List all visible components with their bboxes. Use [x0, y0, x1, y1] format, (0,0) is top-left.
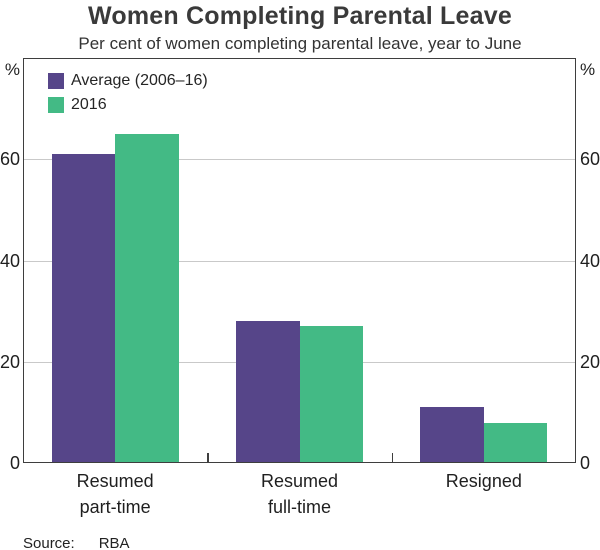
source-value: RBA — [98, 535, 130, 550]
legend-swatch — [48, 96, 64, 113]
y-axis-tick-label-right: 60 — [580, 149, 600, 170]
chart-title: Women Completing Parental Leave — [88, 2, 512, 30]
y-axis-unit-left: % — [4, 60, 20, 79]
category-boundary-tick — [207, 452, 209, 462]
bar — [420, 407, 484, 462]
legend-item: Average (2006–16) — [48, 72, 208, 89]
legend-label: Average (2006–16) — [71, 71, 208, 89]
chart-subtitle: Per cent of women completing parental le… — [78, 34, 522, 53]
y-axis-tick-label-right: 0 — [580, 453, 591, 473]
bar — [299, 326, 363, 462]
source-label: Source: — [23, 535, 75, 550]
bar — [483, 422, 548, 462]
y-axis-tick-label-right: 40 — [580, 250, 600, 271]
bar — [115, 133, 179, 462]
bar — [236, 321, 300, 462]
bar — [51, 154, 116, 462]
category-label: Resumed full-time — [260, 471, 339, 517]
y-axis-unit-right: % — [580, 60, 596, 79]
y-axis-tick-label-left: 60 — [0, 149, 21, 170]
category-label: Resumed part-time — [76, 471, 154, 517]
category-boundary-tick — [391, 452, 394, 462]
y-axis-tick-label-left: 40 — [0, 250, 21, 271]
y-axis-tick-label-left: 0 — [9, 453, 20, 473]
legend-swatch — [48, 72, 64, 89]
category-label: Resigned — [445, 471, 522, 491]
y-axis-tick-label-right: 20 — [580, 351, 600, 372]
source-note: Source: RBA — [23, 535, 130, 550]
y-axis-tick-label-left: 20 — [0, 351, 21, 372]
legend-label: 2016 — [71, 95, 107, 113]
legend-item: 2016 — [48, 96, 107, 113]
gridline — [24, 159, 575, 161]
gridline — [24, 260, 575, 262]
